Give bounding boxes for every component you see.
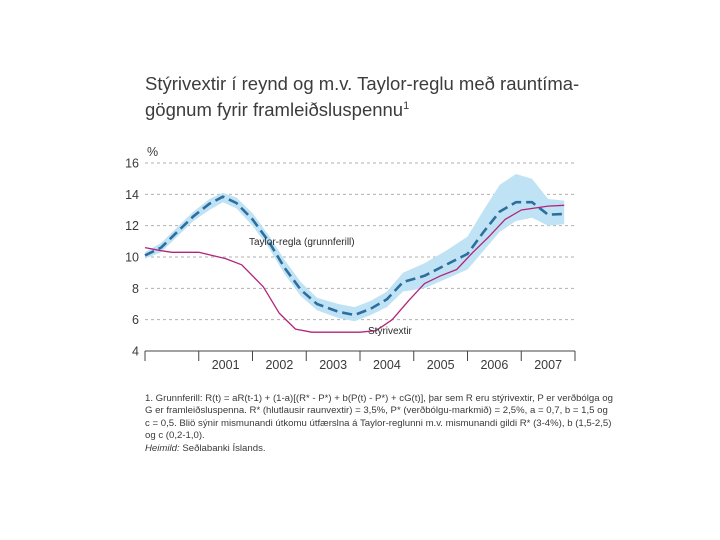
chart-title: Stýrivextir í reynd og m.v. Taylor-reglu…	[145, 72, 585, 121]
y-tick-label-12: 12	[125, 219, 139, 233]
uncertainty-band-layer	[145, 174, 565, 322]
x-tick-label-2003: 2003	[319, 358, 347, 372]
y-tick-label-16: 16	[125, 157, 139, 171]
y-tick-label-4: 4	[132, 345, 139, 359]
y-tick-label-6: 6	[132, 313, 139, 327]
series-layer	[144, 195, 565, 333]
x-tick-label-2005: 2005	[427, 358, 455, 372]
policy-rate-annotation: Stýrivextir	[368, 326, 413, 337]
chart-title-line-2: gögnum fyrir framleiðsluspennu1	[145, 95, 585, 121]
x-tick-label-2002: 2002	[265, 358, 293, 372]
y-axis-unit-label: %	[147, 145, 158, 159]
x-tick-label-2007: 2007	[534, 358, 562, 372]
x-tick-label-2004: 2004	[373, 358, 401, 372]
taylor-rule-line	[144, 195, 565, 317]
x-tick-label-2006: 2006	[480, 358, 508, 372]
x-tick-label-2001: 2001	[212, 358, 240, 372]
footnote-source: Heimild: Seðlabanki Íslands.	[145, 443, 615, 455]
footnote: 1. Grunnferill: R(t) = aR(t-1) + (1-a)[(…	[145, 393, 615, 455]
footnote-marker: 1	[403, 100, 410, 112]
source-value: Seðlabanki Íslands.	[182, 442, 266, 454]
y-tick-label-8: 8	[132, 282, 139, 296]
chart-title-line-2-text: gögnum fyrir framleiðsluspennu	[145, 99, 404, 121]
uncertainty-band	[145, 174, 565, 322]
source-label: Heimild:	[145, 442, 180, 454]
y-tick-label-10: 10	[125, 251, 139, 265]
footnote-text: 1. Grunnferill: R(t) = aR(t-1) + (1-a)[(…	[145, 393, 613, 442]
chart-title-line-1: Stýrivextir í reynd og m.v. Taylor-reglu…	[145, 73, 580, 94]
taylor-rule-annotation: Taylor-regla (grunnferill)	[249, 237, 355, 248]
y-tick-label-14: 14	[125, 188, 139, 202]
axes: 4 6 8 10 12 14 16 2001 2002 2003 2004 2005 2006 2007	[125, 157, 576, 372]
policy-rate-line	[144, 204, 565, 333]
